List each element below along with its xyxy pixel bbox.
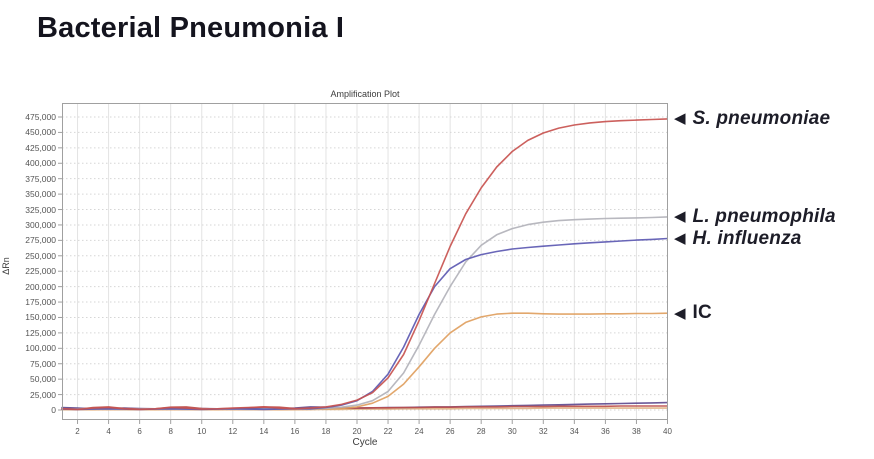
- left-arrow-icon: ◀: [674, 230, 686, 248]
- annotation-label: H. influenza: [692, 227, 802, 249]
- x-tick-label: 34: [569, 427, 579, 436]
- x-tick-label: 20: [352, 427, 362, 436]
- plot-background: [62, 103, 668, 420]
- x-tick-label: 40: [663, 427, 672, 436]
- left-arrow-icon: ◀: [674, 110, 686, 128]
- y-tick-label: 25,000: [30, 389, 56, 400]
- x-tick-label: 38: [631, 427, 641, 436]
- x-tick-label: 24: [414, 427, 424, 436]
- y-tick-label: 200,000: [25, 281, 56, 292]
- x-tick-label: 2: [75, 427, 80, 436]
- series-line-s-pneumoniae: [61, 118, 668, 411]
- x-tick-label: 26: [445, 427, 455, 436]
- x-tick-label: 22: [383, 427, 393, 436]
- y-tick-label: 75,000: [30, 358, 56, 369]
- annotation-label: IC: [692, 302, 712, 324]
- x-tick-label: 30: [507, 427, 517, 436]
- annotation-s-pneumoniae: ◀ S. pneumoniae: [674, 108, 830, 130]
- y-tick-label: 100,000: [25, 343, 56, 354]
- x-tick-label: 4: [106, 427, 111, 436]
- plot-title: Amplification Plot: [330, 89, 400, 99]
- annotation-label: S. pneumoniae: [692, 107, 831, 129]
- x-tick-label: 16: [290, 427, 300, 436]
- left-arrow-icon: ◀: [674, 304, 686, 322]
- annotation-ic: ◀ IC: [674, 302, 712, 324]
- y-tick-label: 150,000: [25, 312, 56, 323]
- amplification-chart: Amplification Plot ΔRn 0 25,000 50,000 75,0…: [0, 85, 874, 459]
- y-tick-label: 325,000: [25, 204, 56, 215]
- y-tick-label: 50,000: [30, 374, 56, 385]
- y-tick-label: 0: [51, 405, 56, 415]
- y-tick-label: 225,000: [25, 266, 56, 277]
- y-tick-label: 350,000: [25, 189, 56, 200]
- annotation-h-influenza: ◀ H. influenza: [674, 228, 802, 250]
- y-tick-label: 125,000: [25, 327, 56, 338]
- x-tick-label: 12: [228, 427, 238, 436]
- x-tick-label: 32: [538, 427, 548, 436]
- x-tick-label: 8: [168, 427, 173, 436]
- annotation-l-pneumophila: ◀ L. pneumophila: [674, 206, 836, 228]
- x-tick-label: 36: [600, 427, 610, 436]
- annotation-label: L. pneumophila: [692, 205, 836, 227]
- y-tick-label: 175,000: [25, 297, 56, 308]
- page-title: Bacterial Pneumonia I: [37, 12, 345, 44]
- plot-area: [58, 103, 668, 424]
- y-tick-label: 400,000: [25, 158, 56, 169]
- x-tick-label: 6: [137, 427, 142, 436]
- x-tick-label: 14: [259, 427, 269, 436]
- x-axis-label: Cycle: [352, 437, 378, 448]
- y-tick-label: 375,000: [25, 173, 56, 184]
- y-tick-label: 275,000: [25, 235, 56, 246]
- x-tick-label: 28: [476, 427, 486, 436]
- y-tick-label: 475,000: [25, 112, 56, 122]
- y-tick-label: 450,000: [25, 127, 56, 138]
- left-arrow-icon: ◀: [674, 208, 686, 226]
- y-tick-label: 425,000: [25, 142, 56, 153]
- plot-border: [62, 103, 668, 420]
- y-tick-label: 250,000: [25, 250, 56, 261]
- x-tick-label: 18: [321, 427, 331, 436]
- x-tick-label: 10: [197, 427, 207, 436]
- y-tick-label: 300,000: [25, 219, 56, 230]
